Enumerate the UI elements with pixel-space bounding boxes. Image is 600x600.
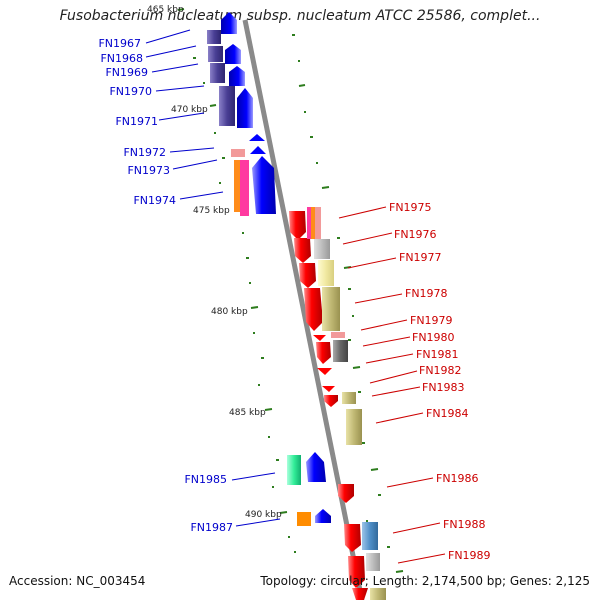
gene-fn1967[interactable] <box>207 30 221 44</box>
gene-fn1979[interactable] <box>331 332 345 338</box>
gene-fn1973-arrow[interactable] <box>250 146 266 154</box>
gene-fn1976[interactable] <box>314 239 330 259</box>
gene-fn1976-arrow[interactable] <box>294 238 311 263</box>
gene-fn1989-arrow[interactable] <box>348 556 365 588</box>
gene-fn1975[interactable] <box>311 207 315 239</box>
gene-label-fn1981[interactable]: FN1981 <box>416 348 459 361</box>
gene-label-fn1967[interactable]: FN1967 <box>98 37 141 50</box>
gene-label-fn1987[interactable]: FN1987 <box>190 521 233 534</box>
forward-leader-lines <box>145 29 281 527</box>
gene-label-fn1976[interactable]: FN1976 <box>394 228 437 241</box>
gene-fn1974[interactable] <box>240 160 249 216</box>
gene-extra-arrow[interactable] <box>352 588 368 600</box>
tick-label: 470 kbp <box>171 105 208 115</box>
gene-label-fn1973[interactable]: FN1973 <box>127 164 170 177</box>
gene-fn1982-arrow[interactable] <box>322 386 335 392</box>
tick-label: 485 kbp <box>229 408 266 418</box>
gene-fn1980[interactable] <box>333 340 348 362</box>
gene-label-fn1971[interactable]: FN1971 <box>115 115 158 128</box>
gene-label-fn1980[interactable]: FN1980 <box>412 331 455 344</box>
accession-label: Accession: NC_003454 <box>9 574 146 588</box>
gene-fn1975[interactable] <box>307 207 311 239</box>
gene-fn1989[interactable] <box>366 553 380 571</box>
gene-label-fn1972[interactable]: FN1972 <box>123 146 166 159</box>
gene-label-fn1979[interactable]: FN1979 <box>410 314 453 327</box>
scale-dots <box>203 60 368 553</box>
gene-fn1981-arrow[interactable] <box>317 368 332 375</box>
gene-label-fn1978[interactable]: FN1978 <box>405 287 448 300</box>
tick-label: 480 kbp <box>211 307 248 317</box>
gene-fn1983-arrow[interactable] <box>324 395 338 407</box>
gene-label-fn1988[interactable]: FN1988 <box>443 518 486 531</box>
reverse-leader-lines <box>338 206 446 564</box>
gene-fn1977[interactable] <box>318 260 334 286</box>
map-title: Fusobacterium nucleatum subsp. nucleatum… <box>59 8 541 24</box>
gene-fn1967-arrow[interactable] <box>221 12 237 34</box>
gene-fn1988[interactable] <box>362 522 378 550</box>
gene-fn1973[interactable] <box>234 160 240 212</box>
gene-fn1968[interactable] <box>208 46 223 62</box>
gene-fn1984[interactable] <box>346 409 362 445</box>
gene-label-fn1968[interactable]: FN1968 <box>100 52 143 65</box>
gene-fn1980-arrow[interactable] <box>316 342 331 364</box>
gene-label-fn1970[interactable]: FN1970 <box>109 85 152 98</box>
gene-fn1970-arrow[interactable] <box>237 88 253 128</box>
tick-label: 475 kbp <box>193 206 230 216</box>
gene-fn1970[interactable] <box>219 86 235 126</box>
gene-label-fn1977[interactable]: FN1977 <box>399 251 442 264</box>
genome-backbone <box>242 19 365 600</box>
gene-label-fn1982[interactable]: FN1982 <box>419 364 462 377</box>
gene-fn1968-arrow[interactable] <box>225 44 241 64</box>
gene-fn1969[interactable] <box>210 63 225 83</box>
gene-extra[interactable] <box>370 588 386 600</box>
scale-ticks <box>177 8 404 573</box>
gene-label-fn1989[interactable]: FN1989 <box>448 549 491 562</box>
gene-label-fn1986[interactable]: FN1986 <box>436 472 479 485</box>
gene-label-fn1969[interactable]: FN1969 <box>105 66 148 79</box>
tick-label: 465 kbp <box>147 5 184 15</box>
gene-fn1975[interactable] <box>315 207 321 239</box>
gene-fn1985-arrow[interactable] <box>306 452 326 482</box>
gene-label-fn1983[interactable]: FN1983 <box>422 381 465 394</box>
gene-fn1972-arrow[interactable] <box>249 134 265 141</box>
gene-fn1975-arrow[interactable] <box>289 211 306 240</box>
gene-fn1974-arrow[interactable] <box>252 156 276 214</box>
tick-label: 490 kbp <box>245 510 282 520</box>
gene-fn1987-arrow[interactable] <box>315 509 331 523</box>
gene-fn1979-arrow[interactable] <box>313 335 326 341</box>
gene-fn1985[interactable] <box>287 455 301 485</box>
gene-label-fn1975[interactable]: FN1975 <box>389 201 432 214</box>
forward-strand-features <box>207 12 331 526</box>
gene-fn1988-arrow[interactable] <box>344 524 361 552</box>
gene-fn1969-arrow[interactable] <box>229 66 245 86</box>
gene-label-fn1985[interactable]: FN1985 <box>184 473 227 486</box>
gene-fn1977-arrow[interactable] <box>299 263 316 288</box>
gene-fn1983[interactable] <box>342 392 356 404</box>
gene-fn1987[interactable] <box>297 512 311 526</box>
genome-summary: Topology: circular; Length: 2,174,500 bp… <box>260 574 590 588</box>
gene-fn1978-arrow[interactable] <box>304 288 323 331</box>
gene-fn1978[interactable] <box>322 287 340 331</box>
gene-fn1972[interactable] <box>231 149 245 157</box>
gene-label-fn1974[interactable]: FN1974 <box>133 194 176 207</box>
gene-label-fn1984[interactable]: FN1984 <box>426 407 469 420</box>
gene-fn1986-arrow[interactable] <box>338 484 354 503</box>
reverse-strand-features <box>289 207 386 600</box>
